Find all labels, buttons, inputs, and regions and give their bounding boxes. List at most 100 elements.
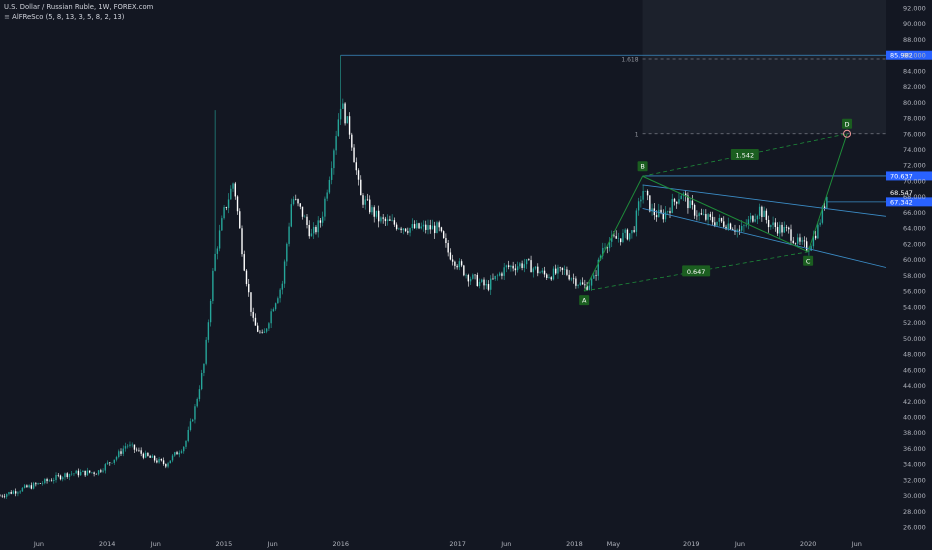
candle-body bbox=[557, 267, 559, 274]
candle-body bbox=[102, 470, 104, 472]
y-tick-label: 78.000 bbox=[903, 115, 926, 123]
candle-body bbox=[75, 470, 77, 474]
last-price-box bbox=[886, 187, 932, 197]
candle-body bbox=[729, 223, 732, 230]
candle-body bbox=[142, 453, 145, 458]
y-tick-label: 62.000 bbox=[903, 240, 926, 248]
candle-body bbox=[377, 210, 380, 222]
ratio-label: 0.647 bbox=[687, 268, 706, 276]
candle-body bbox=[425, 224, 427, 230]
candle-body bbox=[637, 201, 640, 211]
harmonic-leg bbox=[807, 133, 848, 252]
indicator-legend[interactable]: ≡ AlFReSco (5, 8, 13, 3, 5, 8, 2, 13) bbox=[4, 13, 124, 21]
candle-body bbox=[10, 492, 12, 494]
candle-body bbox=[644, 191, 647, 192]
candle-body bbox=[200, 372, 203, 390]
candle-body bbox=[39, 483, 42, 484]
candle-body bbox=[684, 193, 687, 196]
candle-body bbox=[528, 259, 530, 261]
symbol-title[interactable]: U.S. Dollar / Russian Ruble, 1W, FOREX.c… bbox=[4, 3, 154, 11]
candle-body bbox=[819, 222, 821, 225]
candle-body bbox=[727, 223, 729, 230]
candle-body bbox=[66, 473, 68, 478]
candle-body bbox=[438, 222, 440, 228]
candle-body bbox=[149, 455, 151, 458]
candle-body bbox=[265, 328, 268, 332]
candle-body bbox=[109, 462, 111, 464]
candle-body bbox=[373, 207, 375, 217]
candle-body bbox=[395, 224, 398, 230]
candle-body bbox=[407, 231, 409, 233]
candle-body bbox=[776, 226, 779, 234]
candle-body bbox=[801, 240, 803, 242]
x-tick-label: 2020 bbox=[800, 540, 817, 548]
candle-body bbox=[577, 284, 579, 286]
candle-body bbox=[37, 483, 39, 485]
candle-body bbox=[97, 470, 100, 475]
candle-body bbox=[207, 322, 210, 340]
y-tick-label: 38.000 bbox=[903, 429, 926, 437]
candle-body bbox=[507, 265, 510, 267]
candle-body bbox=[306, 216, 308, 225]
candle-body bbox=[505, 265, 508, 268]
y-tick-label: 28.000 bbox=[903, 508, 926, 516]
candle-body bbox=[326, 192, 328, 199]
fib-zone-layer: 1.618 1 bbox=[621, 0, 886, 138]
candle-body bbox=[794, 243, 797, 244]
candle-body bbox=[617, 238, 620, 239]
candle-body bbox=[212, 270, 214, 301]
candle-body bbox=[476, 274, 478, 287]
candle-body bbox=[218, 230, 221, 249]
candle-body bbox=[256, 325, 259, 332]
candle-body bbox=[393, 220, 396, 225]
fib-zone-box bbox=[642, 0, 886, 134]
y-tick-label: 64.000 bbox=[903, 225, 926, 233]
candle-body bbox=[676, 201, 678, 204]
candle-body bbox=[129, 444, 131, 446]
candle-body bbox=[503, 267, 505, 276]
candle-body bbox=[604, 247, 606, 249]
candle-body bbox=[165, 463, 167, 467]
candle-body bbox=[561, 267, 564, 270]
candle-body bbox=[498, 273, 501, 276]
candle-body bbox=[707, 214, 709, 220]
y-tick-label: 44.000 bbox=[903, 382, 926, 390]
candle-body bbox=[234, 183, 236, 197]
candle-body bbox=[413, 224, 416, 229]
candle-body bbox=[88, 470, 91, 473]
candle-body bbox=[550, 277, 552, 280]
candle-body bbox=[6, 494, 8, 497]
candle-body bbox=[532, 268, 535, 273]
candle-body bbox=[445, 238, 447, 244]
candle-body bbox=[68, 473, 71, 478]
candle-body bbox=[680, 195, 682, 200]
candle-body bbox=[566, 269, 568, 275]
candle-body bbox=[597, 259, 599, 276]
candle-body bbox=[245, 270, 248, 285]
candle-body bbox=[626, 229, 629, 240]
candle-body bbox=[595, 275, 597, 276]
candle-body bbox=[662, 212, 664, 220]
candle-body bbox=[178, 452, 180, 455]
candle-body bbox=[171, 455, 174, 461]
fib-level-label: 1.618 bbox=[621, 57, 638, 64]
candle-body bbox=[590, 278, 593, 286]
harmonic-leg bbox=[583, 176, 644, 292]
candle-body bbox=[501, 273, 503, 276]
y-tick-label: 92.000 bbox=[903, 4, 926, 12]
candle-body bbox=[30, 485, 33, 489]
candle-body bbox=[391, 220, 393, 221]
eye-icon[interactable]: ≡ bbox=[4, 13, 10, 21]
candle-body bbox=[512, 265, 514, 269]
candle-body bbox=[382, 217, 384, 219]
candle-body bbox=[131, 444, 133, 446]
candle-body bbox=[418, 223, 420, 229]
candle-body bbox=[409, 228, 411, 233]
candle-body bbox=[821, 206, 824, 223]
candle-body bbox=[593, 275, 595, 279]
candle-body bbox=[124, 446, 127, 449]
candle-body bbox=[400, 228, 402, 231]
ratio-box bbox=[682, 265, 711, 277]
candle-body bbox=[301, 206, 304, 217]
